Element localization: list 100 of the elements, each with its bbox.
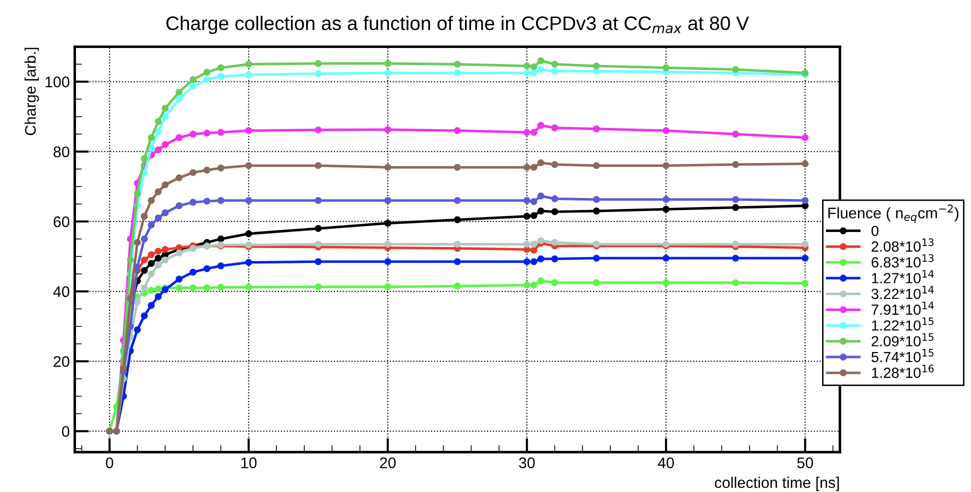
point xyxy=(592,208,600,214)
legend-label: 3.22*10$^{14}$ xyxy=(871,286,934,300)
point xyxy=(162,181,169,188)
point xyxy=(530,246,538,254)
point xyxy=(454,258,461,266)
point xyxy=(190,82,196,90)
point xyxy=(662,254,670,262)
point xyxy=(454,69,461,76)
x-tick-label: 10 xyxy=(241,457,257,468)
point xyxy=(530,212,538,220)
y-axis-title: Charge [arb.] xyxy=(24,48,39,136)
point xyxy=(154,248,162,255)
point xyxy=(530,198,538,206)
point xyxy=(176,88,183,96)
point xyxy=(551,195,558,202)
point xyxy=(217,72,224,80)
point xyxy=(120,364,127,372)
point xyxy=(314,258,322,266)
point xyxy=(454,282,461,290)
point xyxy=(384,60,392,67)
point xyxy=(530,164,538,171)
legend-label: 2.09*10$^{15}$ xyxy=(872,333,934,346)
point xyxy=(551,255,558,262)
point xyxy=(454,60,461,68)
point xyxy=(140,284,148,292)
point xyxy=(126,256,134,264)
point xyxy=(802,280,809,287)
point xyxy=(314,70,322,78)
point xyxy=(154,188,162,196)
y-tick-label: 60 xyxy=(54,216,70,228)
legend-label: 7.91*10$^{14}$ xyxy=(872,302,934,315)
point xyxy=(662,206,670,213)
point xyxy=(732,196,740,203)
legend-label: 6.83*10$^{13}$ xyxy=(872,254,934,268)
point xyxy=(148,302,155,309)
point xyxy=(530,282,538,289)
point xyxy=(140,312,148,320)
point xyxy=(537,66,544,73)
point xyxy=(140,256,148,264)
point xyxy=(314,240,322,248)
point xyxy=(592,162,600,170)
point xyxy=(154,214,162,222)
point xyxy=(732,240,740,248)
point xyxy=(732,130,740,138)
point xyxy=(314,60,322,67)
point xyxy=(732,254,740,262)
y-tick-label: 80 xyxy=(54,146,70,158)
point xyxy=(203,68,210,76)
point xyxy=(148,222,155,228)
point xyxy=(454,240,461,248)
point xyxy=(454,216,461,224)
x-tick-label: 40 xyxy=(658,457,674,468)
point xyxy=(662,64,670,72)
point xyxy=(217,235,224,242)
point xyxy=(551,68,558,75)
point xyxy=(662,162,670,170)
chart-title: Charge collection as a function of time in CCPDv3 at CC$_{max}$ at 80 V xyxy=(166,16,750,34)
point xyxy=(523,62,530,70)
legend-label: 1.28*10$^{16}$ xyxy=(872,364,934,378)
point xyxy=(245,197,252,204)
point xyxy=(314,126,322,134)
point xyxy=(537,192,544,200)
point xyxy=(314,162,322,170)
point xyxy=(176,249,183,256)
point xyxy=(154,293,162,300)
y-tick-label: 100 xyxy=(46,76,70,88)
point xyxy=(384,240,392,248)
point xyxy=(134,298,141,306)
point xyxy=(732,279,740,286)
point xyxy=(523,282,530,289)
point xyxy=(190,268,196,276)
point xyxy=(148,286,155,294)
point xyxy=(802,197,809,204)
y-tick-label: 40 xyxy=(53,286,70,298)
point xyxy=(384,258,392,266)
point xyxy=(176,174,183,182)
point xyxy=(523,212,530,220)
point xyxy=(530,258,538,266)
point xyxy=(245,71,252,78)
point xyxy=(140,212,148,220)
point xyxy=(384,220,392,227)
point xyxy=(530,128,538,136)
point xyxy=(245,230,252,238)
x-tick-label: 0 xyxy=(106,457,114,468)
point xyxy=(134,190,141,197)
point xyxy=(454,197,461,204)
point xyxy=(592,125,600,132)
point xyxy=(154,285,162,292)
point xyxy=(217,64,224,72)
point xyxy=(162,141,169,148)
point xyxy=(217,164,224,172)
point xyxy=(537,277,544,284)
legend-title: Fluence ( n$_{eq}$cm$^{−2}$) xyxy=(828,204,958,224)
point xyxy=(551,60,558,68)
point xyxy=(384,126,392,134)
point xyxy=(126,294,134,302)
point xyxy=(190,130,196,138)
x-tick-label: 20 xyxy=(380,457,396,468)
point xyxy=(190,169,196,176)
point xyxy=(592,254,600,262)
